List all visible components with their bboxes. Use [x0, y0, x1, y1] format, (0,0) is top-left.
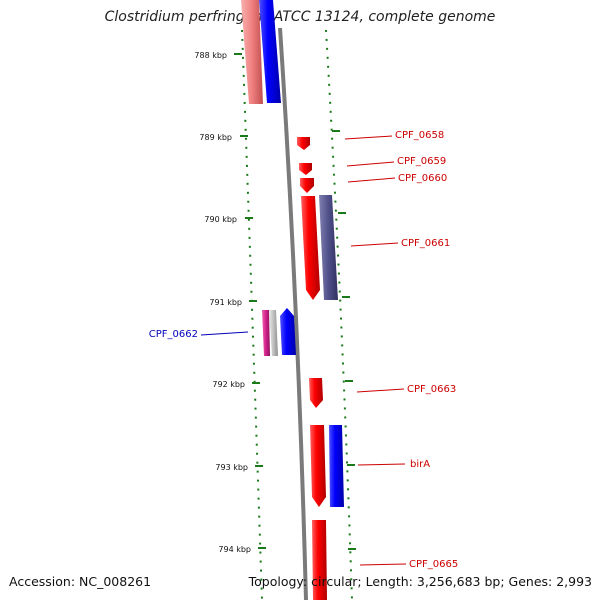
tick-label: 793 kbp [215, 463, 248, 472]
gene-label-cpf-0663[interactable]: CPF_0663 [407, 384, 456, 395]
guide-track-left [241, 29, 263, 600]
gene-label-bira[interactable]: birA [410, 459, 430, 470]
leader-line-cpf-0658 [344, 135, 393, 140]
leader-line-cpf-0665 [359, 563, 407, 566]
leader-line-cpf-0661 [350, 242, 399, 247]
tick-label: 790 kbp [204, 215, 237, 224]
gene-label-cpf-0665[interactable]: CPF_0665 [409, 559, 458, 570]
genome-summary-label: Topology: circular; Length: 3,256,683 bp… [248, 574, 592, 589]
feature-cpf-0659[interactable] [299, 163, 312, 175]
feature-cpf-0662-magenta[interactable] [262, 310, 270, 356]
map-title: Clostridium perfringens ATCC 13124, comp… [104, 9, 496, 25]
feature-cpf-0662-blue[interactable] [280, 308, 296, 355]
feature-pink-upstream[interactable] [241, 0, 263, 104]
tick-label: 792 kbp [212, 380, 245, 389]
leader-line-cpf-0660 [347, 177, 396, 183]
feature-bira-red[interactable] [310, 425, 326, 507]
tick-label: 788 kbp [194, 51, 227, 60]
feature-blue-upstream[interactable] [259, 0, 281, 103]
gene-label-cpf-0661[interactable]: CPF_0661 [401, 238, 450, 249]
feature-cpf-0663[interactable] [309, 378, 323, 408]
feature-cpf-0662-grey[interactable] [269, 310, 278, 356]
feature-cpf-0661-purple[interactable] [319, 195, 338, 300]
genome-backbone [278, 27, 308, 600]
gene-label-cpf-0659[interactable]: CPF_0659 [397, 156, 446, 167]
leader-line-bira [357, 463, 406, 466]
feature-cpf-0665[interactable] [312, 520, 327, 600]
tick-label: 789 kbp [199, 133, 232, 142]
tick-label: 794 kbp [218, 545, 251, 554]
feature-bira-blue[interactable] [329, 425, 344, 507]
gene-label-cpf-0660[interactable]: CPF_0660 [398, 173, 447, 184]
gene-label-cpf-0658[interactable]: CPF_0658 [395, 130, 444, 141]
accession-label: Accession: NC_008261 [9, 574, 152, 589]
leader-line-cpf-0662 [200, 331, 249, 336]
feature-cpf-0660[interactable] [300, 178, 314, 193]
leader-line-cpf-0659 [346, 161, 395, 167]
gene-label-cpf-0662[interactable]: CPF_0662 [149, 329, 198, 340]
tick-label: 791 kbp [209, 298, 242, 307]
feature-cpf-0658[interactable] [297, 137, 310, 150]
tick-marks [234, 53, 356, 550]
feature-cpf-0661-red[interactable] [301, 196, 320, 300]
leader-line-cpf-0663 [356, 388, 405, 393]
guide-track-right [325, 29, 353, 600]
